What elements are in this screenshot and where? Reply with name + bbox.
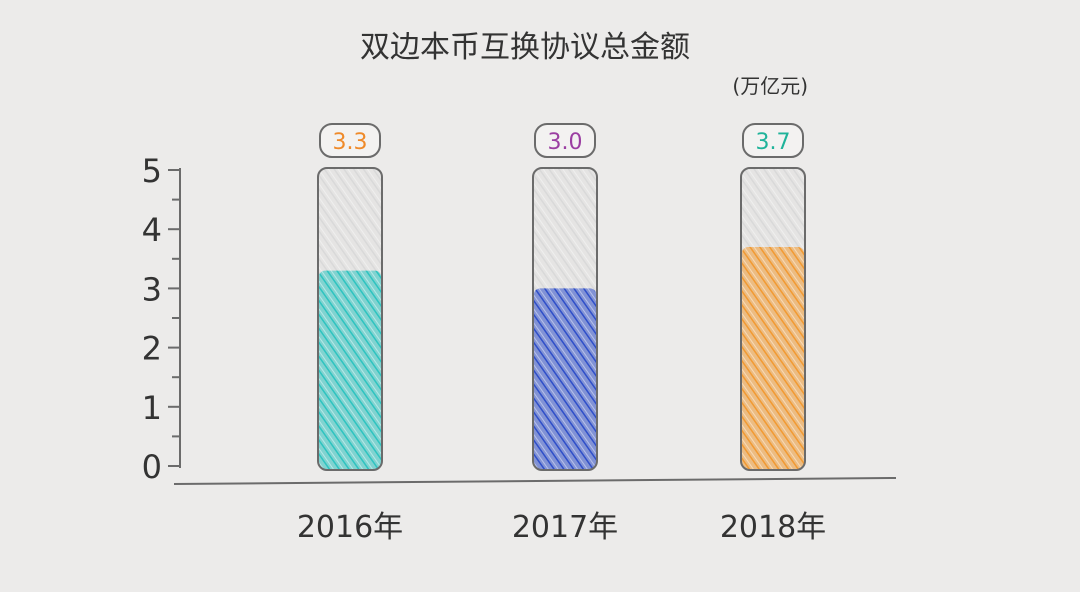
bar (319, 270, 381, 469)
value-label: 3.3 (333, 130, 368, 155)
y-tick-label: 3 (142, 270, 162, 308)
value-label-box (534, 123, 596, 158)
bar-group-2017年: 3.0 2017年 (512, 123, 618, 545)
bar-group-2018年: 3.7 2018年 (720, 123, 826, 545)
y-tick-label: 1 (142, 389, 162, 427)
value-label-box (742, 123, 804, 158)
x-tick-label: 2017年 (512, 510, 618, 545)
y-tick-label: 2 (142, 330, 162, 368)
chart-title: 双边本币互换协议总金额 (360, 30, 690, 65)
bar-group-2016年: 3.3 2016年 (297, 123, 403, 545)
bar-outline (740, 167, 806, 471)
bar-outline (532, 167, 598, 471)
bar (742, 246, 804, 469)
y-tick-label: 5 (142, 152, 162, 190)
x-tick-label: 2018年 (720, 510, 826, 545)
bar-outline (317, 167, 383, 471)
value-label: 3.0 (548, 130, 583, 155)
bar (534, 288, 596, 469)
value-label-box (319, 123, 381, 158)
unit-label: (万亿元) (732, 74, 808, 98)
y-tick-label: 0 (142, 448, 162, 486)
y-tick-label: 4 (142, 211, 162, 249)
value-label: 3.7 (756, 130, 791, 155)
x-tick-label: 2016年 (297, 510, 403, 545)
x-axis-line (173, 477, 897, 485)
